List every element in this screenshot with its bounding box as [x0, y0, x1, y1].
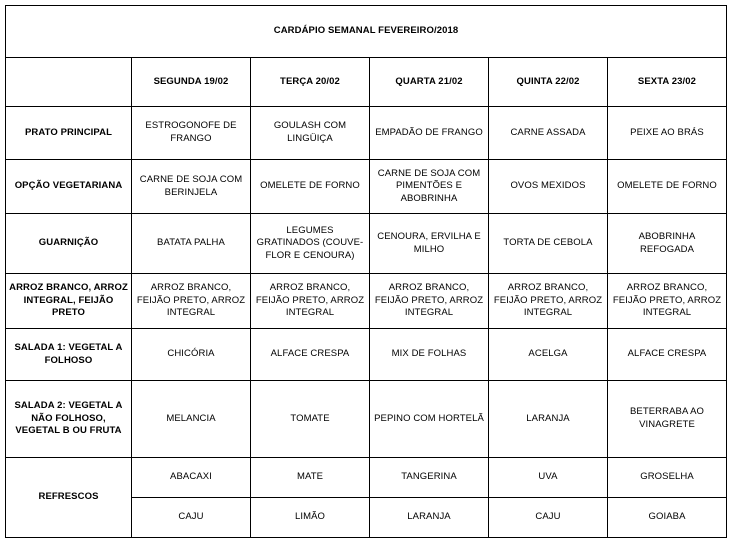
column-header-sexta: SEXTA 23/02 — [607, 57, 727, 107]
title-row: CARDÁPIO SEMANAL FEVEREIRO/2018 — [5, 5, 727, 58]
cell-arroz-feijao-sexta: ARROZ BRANCO, FEIJÃO PRETO, ARROZ INTEGR… — [607, 273, 727, 329]
column-header-quinta: QUINTA 22/02 — [488, 57, 608, 107]
cell-salada-2-sexta: BETERRABA AO VINAGRETE — [607, 380, 727, 458]
cell-refrescos-1-sexta: GROSELHA — [607, 457, 727, 498]
menu-page: CARDÁPIO SEMANAL FEVEREIRO/2018 SEGUNDA … — [5, 5, 727, 538]
row-label-arroz-feijao: ARROZ BRANCO, ARROZ INTEGRAL, FEIJÃO PRE… — [5, 273, 132, 329]
cell-salada-2-segunda: MELANCIA — [131, 380, 251, 458]
cell-guarnicao-quinta: TORTA DE CEBOLA — [488, 213, 608, 274]
cell-arroz-feijao-quinta: ARROZ BRANCO, FEIJÃO PRETO, ARROZ INTEGR… — [488, 273, 608, 329]
table-row-refrescos-1: REFRESCOS ABACAXI MATE TANGERINA UVA GRO… — [5, 457, 727, 538]
cell-refrescos-1-quarta: TANGERINA — [369, 457, 489, 498]
row-label-guarnicao: GUARNIÇÃO — [5, 213, 132, 274]
cell-refrescos-2-terca: LIMÃO — [250, 497, 370, 538]
cell-prato-principal-terca: GOULASH COM LINGÜIÇA — [250, 106, 370, 160]
cell-guarnicao-sexta: ABOBRINHA REFOGADA — [607, 213, 727, 274]
cell-salada-2-terca: TOMATE — [250, 380, 370, 458]
cell-arroz-feijao-terca: ARROZ BRANCO, FEIJÃO PRETO, ARROZ INTEGR… — [250, 273, 370, 329]
cell-salada-1-segunda: CHICÓRIA — [131, 328, 251, 381]
cell-refrescos-1-segunda: ABACAXI — [131, 457, 251, 498]
cell-guarnicao-segunda: BATATA PALHA — [131, 213, 251, 274]
cell-salada-1-quarta: MIX DE FOLHAS — [369, 328, 489, 381]
cell-prato-principal-quarta: EMPADÃO DE FRANGO — [369, 106, 489, 160]
cell-salada-2-quinta: LARANJA — [488, 380, 608, 458]
corner-cell — [5, 57, 132, 107]
cell-prato-principal-quinta: CARNE ASSADA — [488, 106, 608, 160]
table-row-salada-2: SALADA 2: VEGETAL A NÃO FOLHOSO, VEGETAL… — [5, 380, 727, 458]
cell-salada-2-quarta: PEPINO COM HORTELÃ — [369, 380, 489, 458]
cell-arroz-feijao-quarta: ARROZ BRANCO, FEIJÃO PRETO, ARROZ INTEGR… — [369, 273, 489, 329]
day-header-row: SEGUNDA 19/02 TERÇA 20/02 QUARTA 21/02 Q… — [5, 57, 727, 107]
column-header-terca: TERÇA 20/02 — [250, 57, 370, 107]
cell-refrescos-2-quarta: LARANJA — [369, 497, 489, 538]
weekly-menu-table: CARDÁPIO SEMANAL FEVEREIRO/2018 SEGUNDA … — [5, 5, 727, 538]
cell-arroz-feijao-segunda: ARROZ BRANCO, FEIJÃO PRETO, ARROZ INTEGR… — [131, 273, 251, 329]
column-header-segunda: SEGUNDA 19/02 — [131, 57, 251, 107]
cell-prato-principal-sexta: PEIXE AO BRÁS — [607, 106, 727, 160]
table-row-salada-1: SALADA 1: VEGETAL A FOLHOSO CHICÓRIA ALF… — [5, 328, 727, 381]
cell-refrescos-2-sexta: GOIABA — [607, 497, 727, 538]
cell-opcao-vegetariana-quarta: CARNE DE SOJA COM PIMENTÕES E ABOBRINHA — [369, 159, 489, 214]
cell-salada-1-terca: ALFACE CRESPA — [250, 328, 370, 381]
row-label-prato-principal: PRATO PRINCIPAL — [5, 106, 132, 160]
cell-refrescos-2-segunda: CAJU — [131, 497, 251, 538]
table-row-prato-principal: PRATO PRINCIPAL ESTROGONOFE DE FRANGO GO… — [5, 106, 727, 160]
row-label-refrescos: REFRESCOS — [5, 457, 132, 538]
row-label-salada-1: SALADA 1: VEGETAL A FOLHOSO — [5, 328, 132, 381]
table-row-opcao-vegetariana: OPÇÃO VEGETARIANA CARNE DE SOJA COM BERI… — [5, 159, 727, 214]
cell-opcao-vegetariana-terca: OMELETE DE FORNO — [250, 159, 370, 214]
column-header-quarta: QUARTA 21/02 — [369, 57, 489, 107]
cell-guarnicao-terca: LEGUMES GRATINADOS (COUVE-FLOR E CENOURA… — [250, 213, 370, 274]
row-label-opcao-vegetariana: OPÇÃO VEGETARIANA — [5, 159, 132, 214]
cell-guarnicao-quarta: CENOURA, ERVILHA E MILHO — [369, 213, 489, 274]
cell-opcao-vegetariana-segunda: CARNE DE SOJA COM BERINJELA — [131, 159, 251, 214]
cell-salada-1-sexta: ALFACE CRESPA — [607, 328, 727, 381]
cell-salada-1-quinta: ACELGA — [488, 328, 608, 381]
table-row-arroz-feijao: ARROZ BRANCO, ARROZ INTEGRAL, FEIJÃO PRE… — [5, 273, 727, 329]
cell-refrescos-1-quinta: UVA — [488, 457, 608, 498]
cell-refrescos-2-quinta: CAJU — [488, 497, 608, 538]
page-title: CARDÁPIO SEMANAL FEVEREIRO/2018 — [5, 5, 727, 58]
cell-prato-principal-segunda: ESTROGONOFE DE FRANGO — [131, 106, 251, 160]
cell-opcao-vegetariana-sexta: OMELETE DE FORNO — [607, 159, 727, 214]
row-label-salada-2: SALADA 2: VEGETAL A NÃO FOLHOSO, VEGETAL… — [5, 380, 132, 458]
cell-refrescos-1-terca: MATE — [250, 457, 370, 498]
table-row-guarnicao: GUARNIÇÃO BATATA PALHA LEGUMES GRATINADO… — [5, 213, 727, 274]
cell-opcao-vegetariana-quinta: OVOS MEXIDOS — [488, 159, 608, 214]
